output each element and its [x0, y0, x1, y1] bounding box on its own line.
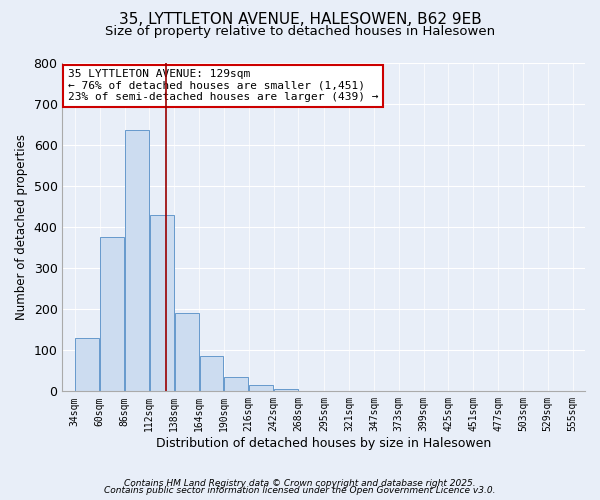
Bar: [274, 390, 298, 392]
Bar: [224, 377, 248, 392]
Bar: [200, 356, 223, 392]
Bar: [249, 385, 273, 392]
Bar: [76, 338, 99, 392]
Bar: [125, 130, 149, 392]
X-axis label: Distribution of detached houses by size in Halesowen: Distribution of detached houses by size …: [156, 437, 491, 450]
Bar: [100, 237, 124, 392]
Y-axis label: Number of detached properties: Number of detached properties: [15, 134, 28, 320]
Bar: [175, 313, 199, 392]
Text: 35 LYTTLETON AVENUE: 129sqm
← 76% of detached houses are smaller (1,451)
23% of : 35 LYTTLETON AVENUE: 129sqm ← 76% of det…: [68, 69, 378, 102]
Text: 35, LYTTLETON AVENUE, HALESOWEN, B62 9EB: 35, LYTTLETON AVENUE, HALESOWEN, B62 9EB: [119, 12, 481, 28]
Bar: [150, 214, 174, 392]
Text: Contains public sector information licensed under the Open Government Licence v3: Contains public sector information licen…: [104, 486, 496, 495]
Text: Contains HM Land Registry data © Crown copyright and database right 2025.: Contains HM Land Registry data © Crown c…: [124, 478, 476, 488]
Text: Size of property relative to detached houses in Halesowen: Size of property relative to detached ho…: [105, 25, 495, 38]
